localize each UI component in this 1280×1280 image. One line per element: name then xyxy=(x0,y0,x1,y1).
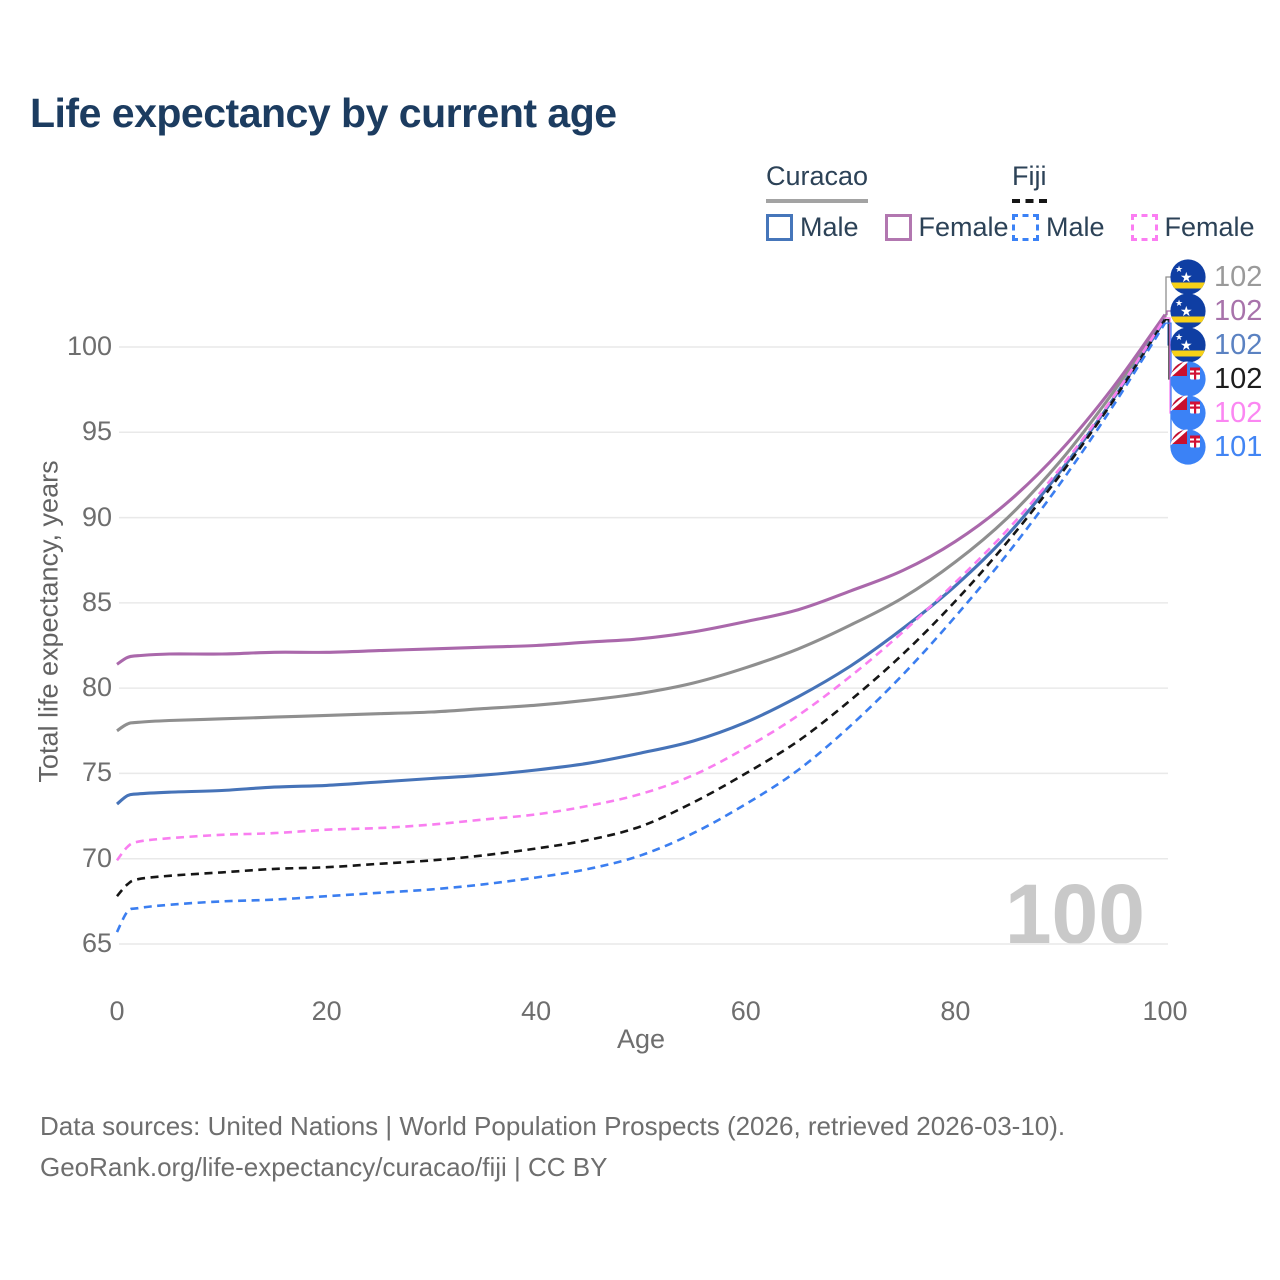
x-tick-label: 20 xyxy=(311,996,342,1026)
end-label-value: 102 xyxy=(1214,397,1263,429)
curacao-flag-icon: ★★ xyxy=(1170,293,1206,329)
end-label-value: 102 xyxy=(1214,295,1263,327)
fiji-flag-icon xyxy=(1170,361,1206,397)
legend-label-fiji-male[interactable]: Male xyxy=(1046,212,1105,242)
legend-group-fiji: Fiji Male Female xyxy=(1012,161,1255,243)
end-label-value: 102 xyxy=(1214,329,1263,361)
x-tick-label: 100 xyxy=(1142,996,1188,1026)
end-label-value: 102 xyxy=(1214,261,1263,293)
legend-country-curacao[interactable]: Curacao xyxy=(766,161,869,203)
svg-text:★: ★ xyxy=(1180,337,1193,353)
footer: Data sources: United Nations | World Pop… xyxy=(40,1106,1065,1188)
age-watermark: 100 xyxy=(1004,867,1145,961)
series-line-curacao-female[interactable] xyxy=(116,313,1167,666)
end-label-value: 102 xyxy=(1214,363,1263,395)
series-line-fiji-male[interactable] xyxy=(115,322,1167,933)
fiji-flag-icon xyxy=(1170,395,1206,431)
svg-text:★: ★ xyxy=(1175,264,1183,274)
legend-label-curacao-male[interactable]: Male xyxy=(800,212,859,242)
end-label-value: 101 xyxy=(1214,431,1263,463)
svg-text:★: ★ xyxy=(1175,332,1183,342)
end-label-row[interactable]: ★ ★ 102 xyxy=(1170,293,1262,329)
end-label-row[interactable]: 102 xyxy=(1170,395,1262,431)
series-line-fiji-total[interactable] xyxy=(115,319,1167,898)
end-label-row[interactable]: ★ ★ 102 xyxy=(1170,259,1262,295)
data-source-line: Data sources: United Nations | World Pop… xyxy=(40,1111,1066,1141)
x-axis-title: Age xyxy=(616,1024,666,1054)
y-tick-label: 80 xyxy=(81,672,112,703)
legend-swatch-curacao-male-icon[interactable] xyxy=(766,214,793,241)
legend-swatch-fiji-female-icon[interactable] xyxy=(1130,214,1158,241)
attribution-line[interactable]: GeoRank.org/life-expectancy/curacao/fiji… xyxy=(40,1152,608,1182)
legend-label-fiji-female[interactable]: Female xyxy=(1164,212,1255,242)
legend-label-curacao-female[interactable]: Female xyxy=(918,212,1009,242)
curacao-flag-icon: ★★ xyxy=(1170,327,1206,363)
y-tick-label: 65 xyxy=(81,927,112,958)
series-line-curacao-male[interactable] xyxy=(115,318,1167,806)
legend-swatch-fiji-male-icon[interactable] xyxy=(1012,214,1039,241)
svg-text:★: ★ xyxy=(1175,298,1183,308)
series-line-curacao-total[interactable] xyxy=(116,315,1167,733)
x-tick-label: 0 xyxy=(109,996,125,1026)
y-tick-label: 90 xyxy=(81,501,112,532)
x-tick-label: 60 xyxy=(730,996,761,1026)
end-label-row[interactable]: 101 xyxy=(1170,429,1262,465)
x-tick-label: 40 xyxy=(521,996,552,1026)
curacao-flag-icon: ★★ xyxy=(1170,259,1206,295)
series-line-fiji-female[interactable] xyxy=(115,317,1167,862)
legend-group-curacao: Curacao Male Female xyxy=(766,161,1009,243)
svg-text:★: ★ xyxy=(1180,303,1193,319)
y-tick-label: 70 xyxy=(81,842,112,873)
end-label-row[interactable]: 102 xyxy=(1170,361,1262,397)
x-tick-label: 80 xyxy=(940,996,971,1026)
legend-country-fiji[interactable]: Fiji xyxy=(1012,161,1047,203)
y-tick-label: 75 xyxy=(81,757,112,788)
series-lines xyxy=(115,313,1167,933)
legend-swatch-curacao-female-icon[interactable] xyxy=(884,214,912,241)
svg-text:★: ★ xyxy=(1180,269,1193,285)
page-title: Life expectancy by current age xyxy=(30,90,617,136)
y-tick-label: 95 xyxy=(81,416,112,447)
end-label-row[interactable]: ★ ★ 102 xyxy=(1170,327,1262,363)
y-tick-label: 100 xyxy=(66,331,112,361)
y-tick-label: 85 xyxy=(81,586,112,617)
fiji-flag-icon xyxy=(1170,429,1206,465)
